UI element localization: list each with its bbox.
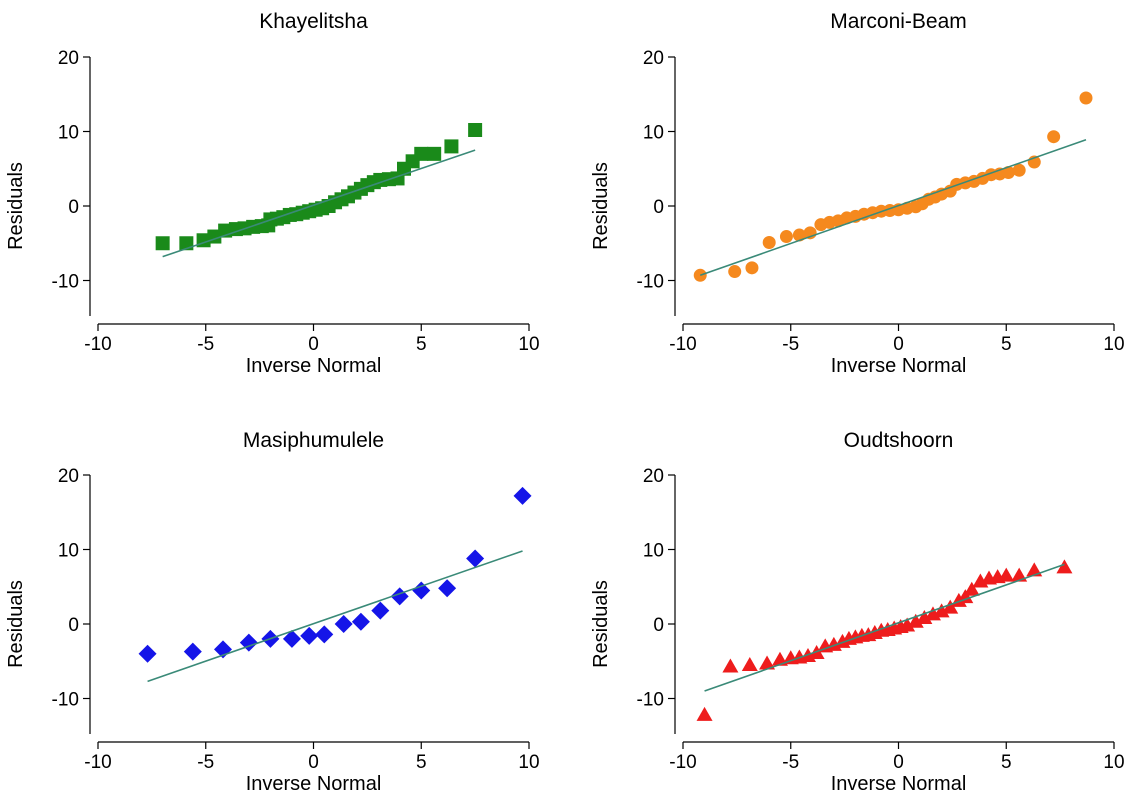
x-tick-label: 10: [518, 752, 539, 773]
x-tick-label: 5: [1001, 752, 1012, 773]
x-tick-label: -10: [84, 752, 111, 773]
x-tick-label: -5: [197, 752, 214, 773]
data-point: [916, 610, 933, 625]
data-point: [1011, 567, 1028, 582]
y-axis-label: Residuals: [590, 580, 612, 668]
data-point: [438, 579, 457, 598]
x-tick-label: 0: [308, 334, 319, 355]
chart-title: Masiphumulele: [243, 429, 384, 452]
x-tick-label: -5: [782, 752, 799, 773]
y-tick-label: 10: [643, 541, 664, 562]
x-axis-label: Inverse Normal: [246, 773, 382, 795]
data-point: [1056, 559, 1073, 574]
chart-title: Khayelitsha: [259, 10, 368, 33]
x-axis-label: Inverse Normal: [831, 355, 967, 377]
data-point: [1001, 165, 1015, 179]
y-tick-label: 20: [643, 466, 664, 487]
data-point: [513, 486, 532, 505]
data-point: [899, 617, 916, 632]
y-tick-label: 10: [643, 123, 664, 144]
data-point: [334, 615, 353, 633]
x-tick-label: -5: [197, 334, 214, 355]
y-tick-label: 10: [58, 541, 79, 562]
data-point: [1047, 130, 1061, 144]
data-point: [762, 236, 776, 250]
y-axis-label: Residuals: [5, 580, 27, 668]
reference-line: [699, 138, 1087, 277]
data-point: [907, 613, 924, 628]
data-point: [315, 625, 334, 644]
reference-line: [147, 550, 523, 683]
chart-panel-2: Marconi-Beam -10 0 10 20 -10 -5 0 5 10 Inverse Nor…: [590, 10, 1125, 377]
y-tick-label: 0: [653, 615, 664, 636]
data-point: [759, 655, 776, 670]
x-axis-label: Inverse Normal: [831, 773, 967, 795]
x-tick-label: 5: [1001, 334, 1012, 355]
data-point: [444, 139, 459, 154]
data-point: [942, 599, 959, 614]
data-point: [466, 549, 485, 568]
chart-panel-4: Oudtshoorn -10 0 10 20 -10 -5 0 5 10 Inverse Norma…: [590, 429, 1125, 795]
x-tick-label: -10: [84, 334, 111, 355]
data-point: [745, 261, 759, 275]
x-tick-label: -10: [669, 752, 696, 773]
data-point: [792, 228, 806, 242]
data-point: [741, 656, 758, 671]
y-tick-label: 20: [58, 466, 79, 487]
y-tick-label: 0: [68, 615, 79, 636]
x-tick-label: 0: [893, 334, 904, 355]
y-tick-label: -10: [52, 690, 79, 711]
data-point: [371, 601, 390, 620]
reference-line: [162, 149, 476, 258]
y-tick-label: 20: [58, 48, 79, 69]
data-point: [183, 642, 202, 661]
x-tick-label: 5: [416, 334, 427, 355]
data-point: [779, 230, 793, 244]
data-point: [282, 629, 301, 648]
chart-panel-1: Khayelitsha -10 0 10 20 -10 -5 0 5 10 Inverse Norm…: [5, 10, 540, 377]
y-tick-label: -10: [637, 690, 664, 711]
y-axis-label: Residuals: [5, 162, 27, 250]
data-point: [963, 581, 980, 596]
chart-title: Oudtshoorn: [844, 429, 954, 452]
data-point: [728, 265, 742, 279]
x-tick-label: -10: [669, 334, 696, 355]
x-tick-label: 10: [518, 334, 539, 355]
data-point: [138, 644, 157, 663]
y-tick-label: 10: [58, 123, 79, 144]
chart-title: Marconi-Beam: [830, 10, 967, 33]
data-point: [412, 581, 431, 600]
data-point: [957, 589, 974, 604]
y-tick-label: 0: [68, 197, 79, 218]
y-tick-label: -10: [637, 272, 664, 293]
data-point: [1079, 91, 1093, 105]
x-tick-label: -5: [782, 334, 799, 355]
x-tick-label: 5: [416, 752, 427, 773]
data-point: [722, 658, 739, 673]
data-point: [351, 612, 370, 631]
data-point: [933, 603, 950, 618]
data-point: [696, 706, 713, 721]
data-point: [468, 123, 483, 138]
y-tick-label: 20: [643, 48, 664, 69]
data-point: [414, 146, 429, 161]
y-axis-label: Residuals: [590, 162, 612, 250]
x-tick-label: 10: [1103, 752, 1124, 773]
y-tick-label: 0: [653, 197, 664, 218]
data-point: [1012, 163, 1026, 177]
reference-line: [704, 563, 1065, 692]
x-tick-label: 0: [308, 752, 319, 773]
x-tick-label: 10: [1103, 334, 1124, 355]
x-axis-label: Inverse Normal: [246, 355, 382, 377]
data-point: [998, 567, 1015, 582]
chart-panel-3: Masiphumulele -10 0 10 20 -10 -5 0 5 10 Inverse No…: [5, 429, 540, 795]
data-point: [427, 146, 442, 161]
y-tick-label: -10: [52, 272, 79, 293]
x-tick-label: 0: [893, 752, 904, 773]
data-point: [155, 236, 170, 251]
data-point: [300, 626, 319, 645]
